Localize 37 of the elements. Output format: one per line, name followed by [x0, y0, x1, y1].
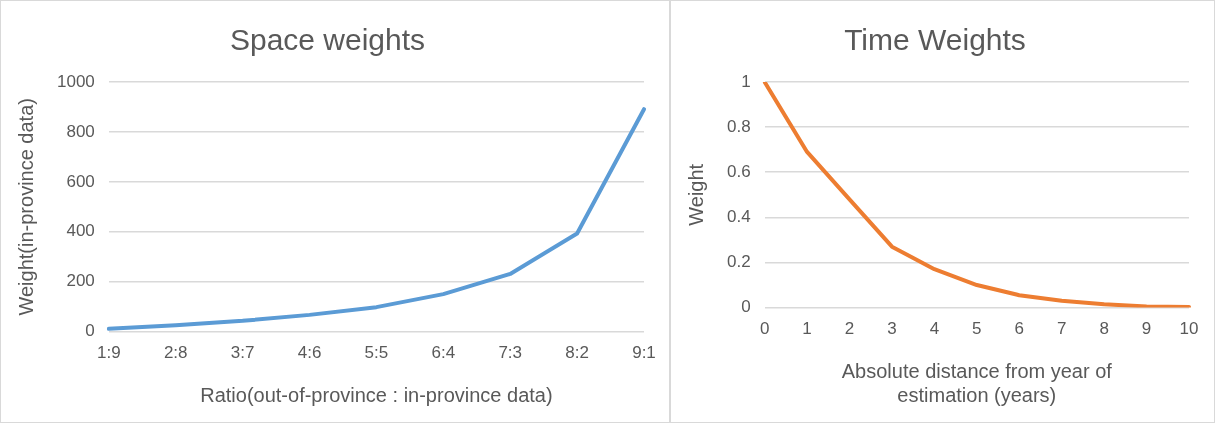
- chart-title: Space weights: [229, 23, 426, 57]
- y-tick-label: 0.6: [726, 161, 751, 181]
- x-axis-title: Absolute distance from year of estimation (years): [841, 359, 1113, 406]
- x-tick-label: 6:4: [431, 343, 456, 363]
- y-tick-label: 1000: [56, 71, 95, 91]
- y-tick-label: 200: [66, 271, 95, 291]
- x-tick-label: 5: [972, 319, 982, 339]
- chart-title: Time Weights: [844, 23, 1026, 57]
- x-tick-label: 4:6: [297, 343, 322, 363]
- y-tick-label: 800: [66, 121, 95, 141]
- y-axis-title: Weight(in-province data): [14, 98, 37, 316]
- x-tick-label: 5:5: [364, 343, 389, 363]
- x-tick-label: 2: [844, 319, 855, 339]
- x-tick-label: 2:8: [163, 343, 188, 363]
- x-tick-label: 7: [1056, 319, 1067, 339]
- y-tick-label: 0.4: [726, 207, 751, 227]
- x-axis-title: Ratio(out-of-province : in-province data): [200, 383, 553, 406]
- y-axis-title: Weight: [684, 163, 707, 226]
- y-tick-label: 600: [66, 171, 95, 191]
- x-tick-label: 9:1: [632, 343, 656, 363]
- x-tick-label: 9: [1141, 319, 1152, 339]
- x-tick-label: 0: [759, 319, 770, 339]
- x-tick-label: 8: [1099, 319, 1109, 339]
- x-tick-label: 4: [929, 319, 940, 339]
- y-tick-label: 0.2: [726, 252, 751, 272]
- x-tick-label: 6: [1014, 319, 1024, 339]
- x-tick-label: 1: [802, 319, 812, 339]
- y-tick-label: 0: [741, 297, 751, 317]
- x-tick-label: 10: [1179, 319, 1199, 339]
- y-tick-label: 1: [741, 71, 751, 91]
- y-tick-label: 400: [66, 221, 95, 241]
- x-tick-label: 7:3: [498, 343, 523, 363]
- x-tick-label: 3:7: [230, 343, 255, 363]
- y-tick-label: 0.8: [726, 116, 751, 136]
- x-tick-label: 3: [887, 319, 897, 339]
- x-tick-label: 8:2: [565, 343, 589, 363]
- x-tick-label: 1:9: [97, 343, 121, 363]
